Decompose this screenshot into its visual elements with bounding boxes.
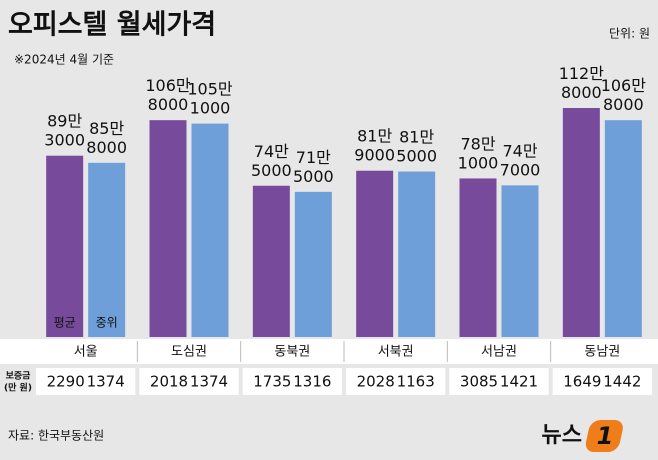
- chart-title: 오피스텔 월세가격: [8, 10, 216, 41]
- bar: [604, 120, 642, 338]
- legend-label: 중위: [96, 316, 118, 330]
- x-tick-label: 서북권: [378, 345, 414, 360]
- value-label-line: 5000: [251, 160, 292, 179]
- value-label: 78만 1000: [458, 134, 499, 172]
- category-strip: [0, 339, 658, 364]
- source: 자료: 한국부동산원: [8, 429, 104, 443]
- deposit-value: 1374: [87, 373, 125, 391]
- value-label-line: 85만: [89, 118, 124, 137]
- value-label-line: 112만: [559, 64, 605, 83]
- deposit-value: 1735: [253, 373, 291, 391]
- deposit-value: 1421: [500, 373, 538, 391]
- deposit-cell: [242, 368, 342, 395]
- deposit-cell: [552, 368, 652, 395]
- bar: [252, 185, 290, 337]
- value-label-line: 9000: [354, 145, 395, 164]
- value-label-line: 8000: [561, 83, 602, 102]
- value-label-line: 74만: [502, 141, 537, 160]
- value-label-line: 1000: [458, 153, 499, 172]
- value-label-line: 78만: [460, 134, 495, 153]
- bar: [88, 162, 126, 337]
- value-label: 105만 1000: [187, 79, 233, 117]
- logo-badge: [585, 420, 623, 452]
- value-label-line: 89만: [47, 111, 82, 130]
- value-label-line: 106만: [601, 76, 647, 95]
- bar: [191, 123, 229, 337]
- deposit-label: (만 원): [4, 382, 32, 394]
- deposit-cell: [449, 368, 549, 395]
- value-label-line: 5000: [396, 146, 437, 165]
- bar: [562, 108, 600, 337]
- unit: 단위: 원: [609, 27, 650, 41]
- x-tick-label: 동북권: [274, 345, 310, 360]
- deposit-cell: [139, 368, 239, 395]
- bar: [398, 171, 436, 337]
- deposit-value: 2028: [357, 373, 395, 391]
- bar: [149, 120, 187, 338]
- deposit-value: 2290: [47, 373, 85, 391]
- value-label: 74만 7000: [500, 141, 541, 179]
- logo-text: 뉴스: [542, 423, 582, 448]
- value-label: 112만 8000: [559, 64, 605, 102]
- value-label: 89만 3000: [44, 111, 85, 149]
- value-label: 106만 8000: [145, 76, 191, 114]
- value-label: 106만 8000: [601, 76, 647, 114]
- deposit-label: 보증금: [6, 371, 32, 382]
- value-label-line: 105만: [187, 79, 233, 98]
- x-tick-label: 동남권: [584, 345, 620, 360]
- value-label-line: 81만: [357, 126, 392, 145]
- bar: [46, 155, 84, 337]
- deposit-cell: [36, 368, 136, 395]
- value-label-line: 5000: [293, 166, 334, 185]
- x-tick-label: 서울: [74, 345, 98, 360]
- deposit-value: 1374: [190, 373, 228, 391]
- bar: [356, 170, 394, 337]
- value-label-line: 8000: [86, 137, 127, 156]
- logo-mark: 1: [597, 422, 614, 450]
- deposit-value: 1649: [563, 373, 601, 391]
- deposit-value: 1163: [397, 373, 435, 391]
- value-label-line: 3000: [44, 130, 85, 149]
- value-label-line: 8000: [148, 95, 189, 114]
- value-label: 81만 9000: [354, 126, 395, 164]
- deposit-value: 3085: [460, 373, 498, 391]
- value-label: 81만 5000: [396, 127, 437, 165]
- value-label-line: 74만: [254, 141, 289, 160]
- bar: [459, 178, 497, 337]
- value-label: 71만 5000: [293, 147, 334, 185]
- subtitle: ※2024년 4월 기준: [14, 53, 114, 67]
- value-label-line: 106만: [145, 76, 191, 95]
- legend-label: 평균: [54, 316, 76, 330]
- x-tick-label: 도심권: [171, 345, 207, 360]
- deposit-cell: [346, 368, 446, 395]
- bar: [294, 191, 332, 337]
- value-label-line: 71만: [296, 147, 331, 166]
- value-label-line: 81만: [399, 127, 434, 146]
- value-label-line: 7000: [500, 160, 541, 179]
- x-tick-label: 서남권: [481, 345, 517, 360]
- deposit-value: 1442: [603, 373, 641, 391]
- deposit-value: 1316: [293, 373, 331, 391]
- value-label-line: 8000: [603, 95, 644, 114]
- value-label-line: 1000: [190, 98, 231, 117]
- value-label: 74만 5000: [251, 141, 292, 179]
- deposit-value: 2018: [150, 373, 188, 391]
- bar: [501, 185, 539, 337]
- value-label: 85만 8000: [86, 118, 127, 156]
